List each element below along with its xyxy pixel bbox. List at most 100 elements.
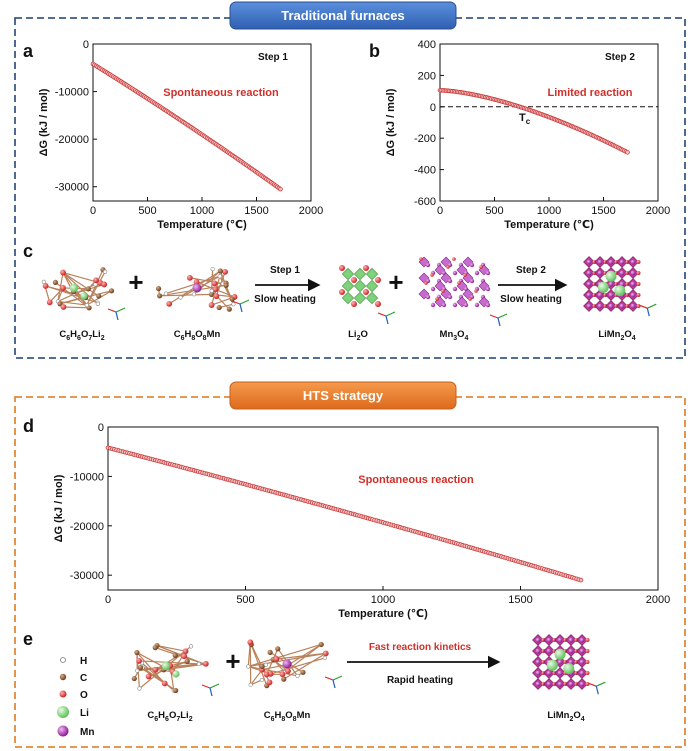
manganese-atom	[597, 259, 603, 265]
citrate-mn-molecule-e	[246, 639, 343, 689]
carbon-atom	[157, 293, 163, 299]
bond	[63, 306, 90, 309]
hydrogen-atom	[191, 292, 197, 297]
y-tick-label-d: -30000	[70, 570, 104, 582]
annotation-d: Spontaneous reaction	[358, 474, 474, 486]
axis-c	[209, 687, 213, 697]
lithium-atom	[554, 648, 566, 660]
hydrogen-atom	[322, 655, 327, 661]
oxygen-atom	[186, 274, 193, 281]
axis-b	[239, 299, 250, 305]
formula-li2o: Li2O	[348, 329, 368, 342]
data-point-b	[625, 150, 630, 155]
y-tick-label-a: -10000	[55, 87, 89, 99]
manganese-atom	[452, 286, 458, 292]
y-axis-label-a: ΔG (kJ / mol)	[38, 88, 50, 156]
arrow-step2-sublabel: Slow heating	[500, 294, 562, 305]
x-tick-label-d: 500	[236, 594, 254, 606]
panel-label-a: a	[23, 41, 34, 61]
legend-label-o: O	[80, 690, 88, 701]
oxygen-atom	[145, 673, 152, 680]
manganese-atom	[546, 648, 552, 654]
manganese-atom	[535, 648, 541, 654]
manganese-atom	[557, 681, 563, 687]
y-tick-label-a: -30000	[55, 182, 89, 194]
li-tetrahedron	[365, 267, 379, 281]
legend-atom-mn	[57, 725, 69, 737]
manganese-atom	[568, 648, 574, 654]
y-tick-label-b: -400	[414, 165, 436, 177]
manganese-atom	[535, 637, 541, 643]
oxygen-atom	[363, 265, 369, 271]
hydrogen-atom	[231, 302, 236, 307]
axis-b	[115, 307, 126, 313]
carbon-atom	[108, 288, 115, 294]
oxygen-atom	[463, 273, 467, 277]
manganese-atom	[546, 670, 552, 676]
manganese-atom	[282, 659, 292, 669]
manganese-atom	[579, 648, 585, 654]
scheme-c: + Step 1 Slow heating + Step 2 Slow heat…	[41, 256, 657, 342]
manganese-atom	[568, 637, 574, 643]
manganese-atom	[619, 303, 625, 309]
hydrogen-atom	[163, 291, 169, 296]
oxygen-atom	[279, 671, 286, 678]
axis-b	[497, 313, 508, 319]
axis-a	[588, 682, 597, 687]
oxygen-atom	[166, 300, 173, 307]
carbon-atom	[152, 645, 158, 651]
bond	[142, 667, 177, 691]
oxygen-atom	[375, 277, 381, 283]
x-tick-label-b: 2000	[646, 205, 670, 217]
chart-title-b: Step 2	[605, 52, 635, 63]
x-tick-label-b: 0	[437, 205, 443, 217]
li-tetrahedron	[353, 267, 367, 281]
y-tick-label-b: 200	[418, 70, 436, 82]
axis-c	[115, 311, 119, 321]
oxygen-atom	[585, 671, 590, 675]
bond	[248, 665, 298, 677]
x-tick-label-b: 1500	[591, 205, 615, 217]
oxygen-atom	[419, 257, 423, 261]
li-tetrahedron	[353, 291, 367, 305]
manganese-atom	[608, 292, 614, 298]
legend-label-li: Li	[80, 708, 89, 719]
oxygen-atom	[636, 293, 641, 297]
hts-banner: HTS strategy	[229, 381, 457, 410]
y-tick-label-d: -20000	[70, 521, 104, 533]
hydrogen-atom	[135, 668, 140, 673]
hydrogen-atom	[217, 274, 222, 279]
oxygen-atom	[452, 257, 456, 261]
carbon-atom	[184, 658, 190, 664]
carbon-atom	[85, 286, 91, 292]
scheme-e: H C O Li Mn + Fast reaction kinetics Rap…	[57, 634, 606, 738]
li-tetrahedron	[365, 279, 379, 293]
oxygen-atom	[339, 265, 345, 271]
series-line-b	[439, 89, 628, 153]
x-axis-label-b: Temperature (℃)	[504, 219, 594, 231]
lithium-atom	[546, 659, 558, 671]
atom-legend: H C O Li Mn	[57, 656, 94, 738]
arrow-fast-label: Fast reaction kinetics	[369, 642, 472, 653]
manganese-atom	[608, 303, 614, 309]
oxygen-atom	[101, 281, 108, 288]
manganese-atom	[430, 286, 436, 292]
manganese-atom	[557, 637, 563, 643]
manganese-atom	[619, 270, 625, 276]
bond	[57, 300, 87, 306]
oxygen-atom	[441, 289, 445, 293]
li-tetrahedron	[341, 291, 355, 305]
hydrogen-atom	[103, 269, 108, 274]
oxygen-atom	[152, 666, 159, 673]
bond	[215, 271, 226, 297]
manganese-atom	[619, 259, 625, 265]
axis-c	[239, 303, 243, 313]
oxygen-atom	[212, 286, 219, 293]
formula-limn2o4-c: LiMn2O4	[598, 329, 635, 342]
y-tick-label-b: 400	[418, 39, 436, 51]
carbon-atom	[137, 665, 144, 671]
manganese-atom	[535, 681, 541, 687]
x-tick-label-a: 2000	[299, 205, 323, 217]
carbon-atom	[172, 652, 178, 659]
li-tetrahedron	[365, 291, 379, 305]
